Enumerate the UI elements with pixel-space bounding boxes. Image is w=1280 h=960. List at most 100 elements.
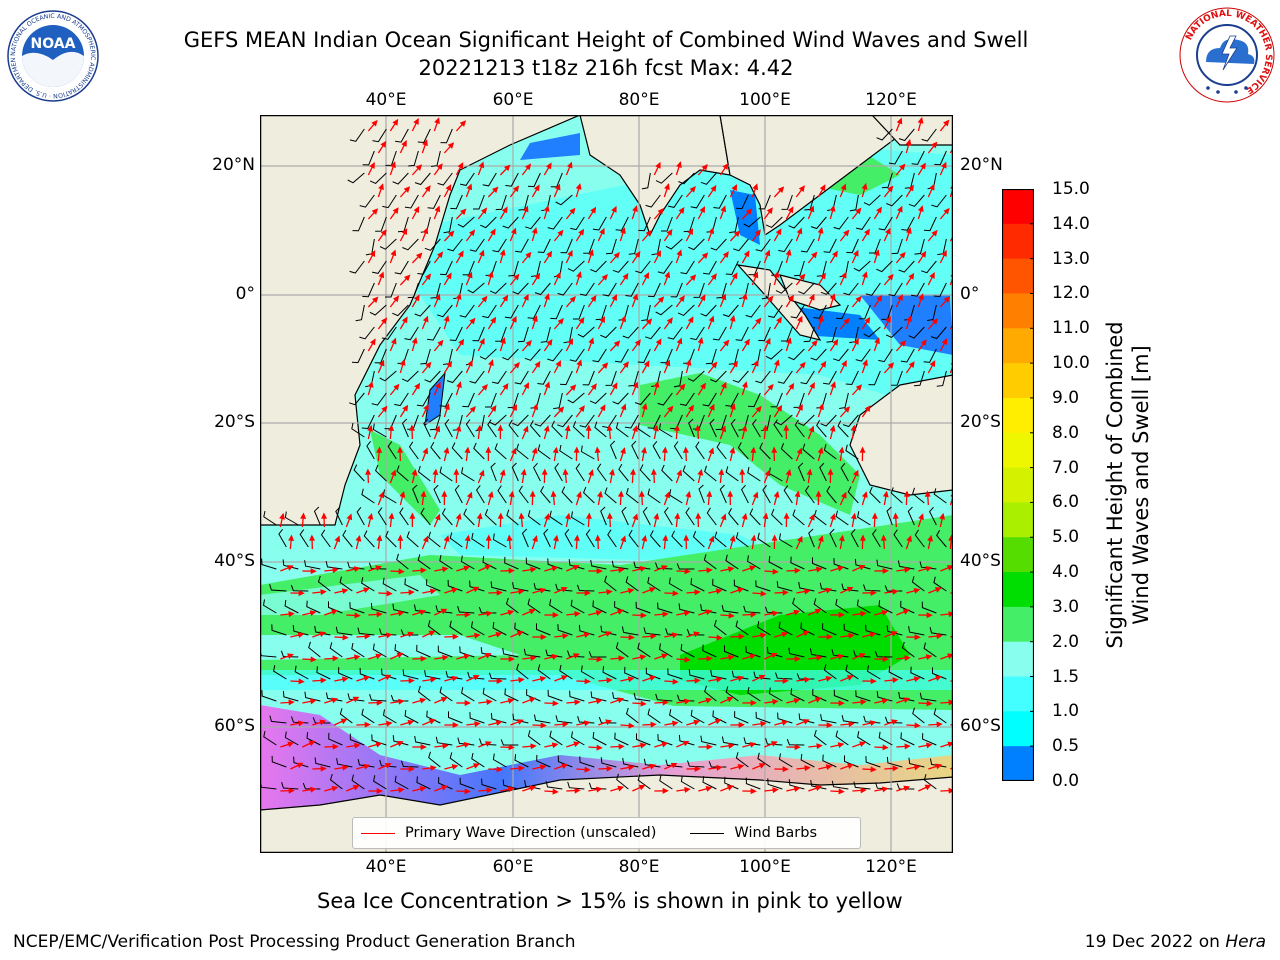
wave-arrow-head (832, 250, 838, 258)
wave-arrow-head (924, 784, 932, 791)
wave-arrow-head (882, 656, 889, 663)
wind-barb (845, 664, 859, 680)
wave-arrow-head (496, 589, 503, 596)
wave-arrow-head (830, 381, 836, 389)
wave-arrow-head (796, 447, 803, 455)
wind-barb (788, 647, 805, 658)
wave-arrow-head (485, 534, 492, 541)
colorbar-segment (1002, 258, 1034, 294)
wave-arrow-head (745, 208, 753, 215)
wave-arrow-head (711, 361, 718, 369)
wave-arrow-head (640, 700, 647, 707)
wave-arrow-head (481, 384, 488, 391)
wave-arrow-head (551, 654, 559, 660)
wind-barb (537, 444, 551, 460)
wave-arrow-head (890, 631, 898, 637)
wave-arrow-head (710, 184, 717, 192)
wind-barb (369, 172, 387, 184)
wind-barb (702, 392, 717, 407)
wave-arrow-head (564, 424, 571, 432)
wind-barb (555, 715, 573, 724)
wave-arrow-head (794, 567, 801, 574)
wind-barb (400, 760, 419, 768)
wind-barb (823, 664, 837, 680)
wave-arrow-head (617, 490, 624, 497)
wave-arrow (949, 324, 953, 330)
wind-barb (775, 672, 793, 680)
wave-arrow-head (781, 719, 789, 726)
wave-arrow-head (749, 565, 757, 572)
wave-arrow-head (588, 337, 595, 345)
wave-arrow-head (550, 490, 557, 498)
wind-barb (351, 774, 365, 790)
wind-barb (435, 605, 453, 614)
wind-barb (849, 194, 859, 212)
wind-barb (913, 370, 925, 387)
wind-barb (863, 584, 881, 592)
wave-arrow-head (376, 446, 383, 454)
wind-barb (537, 238, 551, 254)
wind-barb (888, 282, 903, 297)
wave-arrow-head (649, 763, 657, 770)
wave-arrow-head (398, 568, 405, 575)
wave-arrow-head (799, 273, 806, 281)
wind-barb (794, 419, 805, 438)
wave-arrow-head (815, 785, 823, 791)
wave-arrow-head (444, 403, 450, 411)
wind-barb (735, 752, 749, 768)
wind-barb (349, 602, 365, 614)
wave-arrow-head (576, 491, 582, 499)
wind-barb (361, 708, 375, 724)
wave-arrow-head (687, 316, 694, 324)
wave-arrow-head (887, 185, 894, 193)
wind-barb (900, 732, 915, 746)
wind-barb (379, 370, 397, 382)
wave-arrow-head (501, 206, 508, 214)
wind-barb (819, 462, 827, 482)
wave-arrow-head (948, 611, 953, 618)
wind-barb (658, 643, 673, 658)
wind-barb (702, 644, 717, 658)
wave-arrow-head (752, 491, 759, 499)
wind-barb (755, 370, 771, 384)
wave-arrow-head (682, 446, 689, 453)
wave-arrow-head (876, 294, 883, 302)
wind-barb (670, 282, 683, 298)
wind-barb (793, 260, 805, 277)
wave-arrow-head (891, 719, 899, 725)
wind-barb (936, 370, 947, 387)
wind-barb (657, 392, 673, 406)
wind-barb (611, 560, 629, 570)
wind-barb (655, 172, 673, 184)
wind-barb (886, 194, 903, 207)
wave-arrow-head (618, 655, 625, 662)
wind-barb (844, 755, 859, 768)
wave-arrow-head (739, 468, 746, 475)
wave-arrow-head (451, 587, 459, 594)
wave-arrow-head (940, 161, 947, 169)
wave-arrow-head (743, 250, 750, 258)
wind-barb (308, 641, 321, 658)
wave-arrow-head (771, 446, 778, 453)
wind-barb (908, 757, 925, 768)
wave-arrow-head (782, 677, 789, 684)
wind-barb (490, 581, 507, 592)
wave-arrow-head (684, 786, 691, 793)
wind-barb (516, 663, 529, 680)
wind-barb (866, 665, 881, 680)
wind-barb (792, 597, 805, 614)
wind-barb (687, 370, 705, 382)
wind-barb (652, 440, 661, 460)
wind-barb (382, 709, 397, 724)
wind-barb (725, 260, 739, 276)
wind-barb (929, 506, 937, 526)
wind-barb (703, 554, 717, 570)
wave-arrow-head (557, 229, 564, 237)
wind-barb (394, 644, 409, 658)
wind-barb (600, 625, 617, 636)
wind-barb (512, 414, 529, 427)
wave-arrow-head (534, 272, 541, 280)
wave-arrow-head (594, 446, 601, 454)
wave-arrow-head (611, 294, 617, 301)
wave-arrow-head (860, 610, 867, 617)
